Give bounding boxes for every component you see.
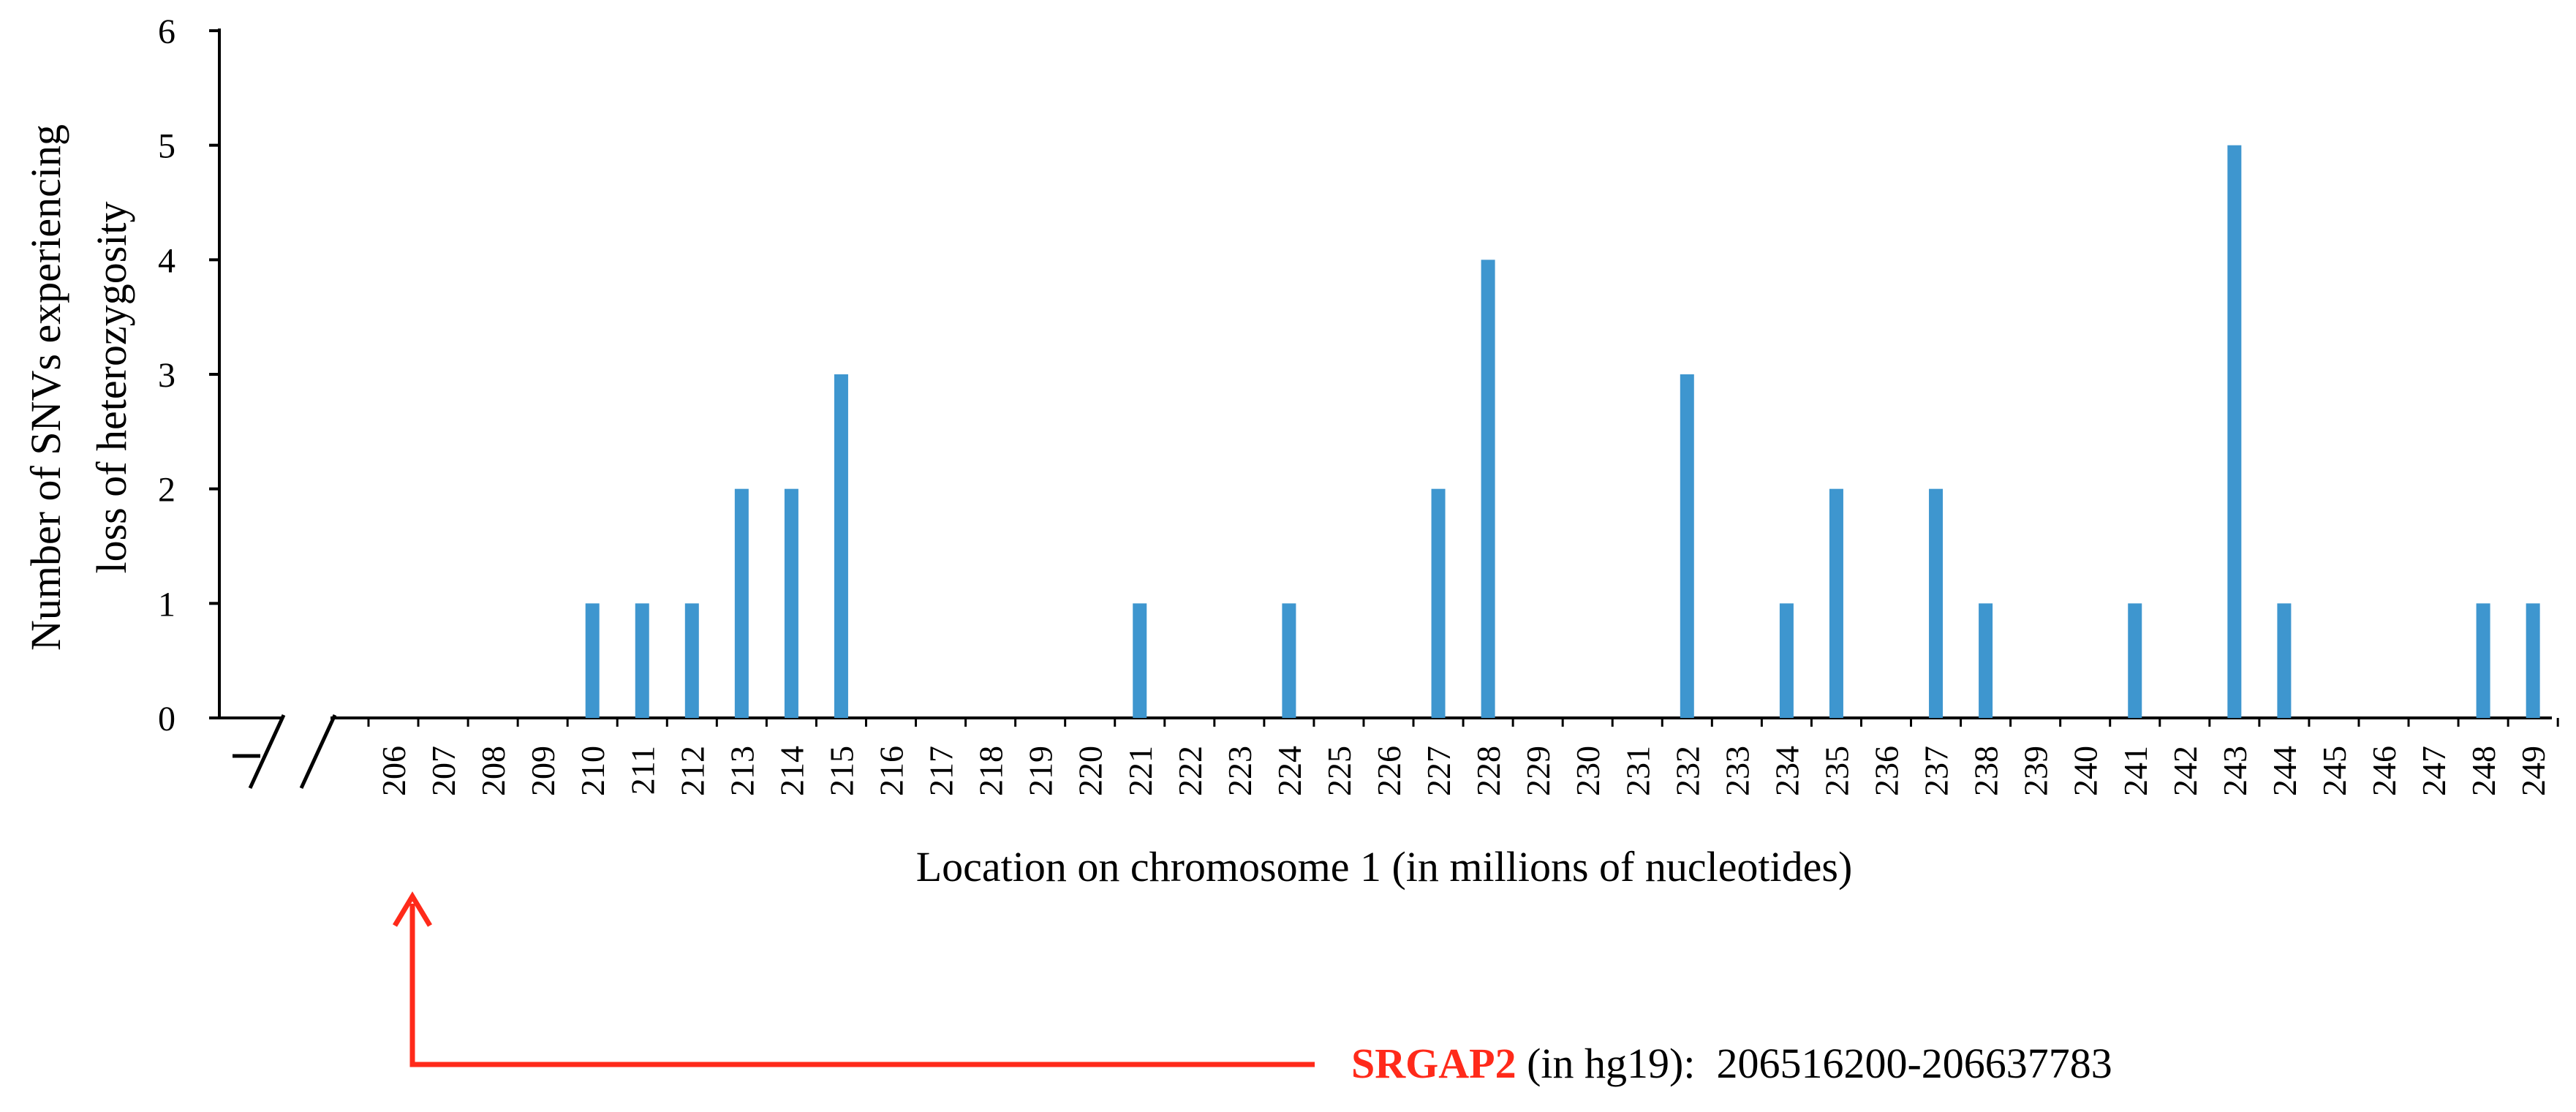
bar-215 [834,374,848,718]
axis-break-right [299,714,337,790]
x-tick-label: 241 [2117,746,2154,796]
x-tick-label: 231 [1619,746,1656,796]
x-tick-label: 229 [1519,746,1557,796]
bar-232 [1680,374,1694,718]
arrow-head [392,891,433,927]
bar-241 [2128,603,2142,718]
bar-249 [2526,603,2540,718]
bar-228 [1481,260,1495,718]
bar-211 [635,603,649,718]
bar-221 [1133,603,1147,718]
axis-break-marks [233,714,337,790]
y-axis-label-line1: Number of SNVs experiencing [22,124,69,651]
y-tick-label: 4 [158,241,175,280]
y-axis-label: Number of SNVs experiencing loss of hete… [22,124,135,651]
x-tick-label: 227 [1420,746,1457,796]
x-tick-label: 230 [1569,746,1606,796]
x-tick-label: 218 [972,746,1010,796]
x-tick-label: 228 [1470,746,1507,796]
x-tick-labels: 206 207 208 209 210 211 212 213 214 215 216 217 218 2… [375,746,2552,796]
x-tick-label: 222 [1171,746,1209,796]
x-tick-label: 249 [2515,746,2552,796]
x-tick-label: 207 [425,746,462,796]
x-tick-label: 219 [1022,746,1060,796]
genome-build: (in hg19): [1516,1040,1717,1087]
srgap2-annotation: SRGAP2 (in hg19): 206516200-206637783 [1351,1040,2112,1087]
x-tick-label: 235 [1818,746,1855,796]
bar-227 [1431,488,1446,718]
y-tick-labels: 0 1 2 3 4 5 6 [158,12,175,738]
x-tick-label: 223 [1221,746,1258,796]
x-tick-label: 237 [1918,746,1955,796]
x-tick-label: 212 [673,746,711,796]
gene-range: 206516200-206637783 [1716,1040,2112,1087]
bar-237 [1929,488,1944,718]
axis-break-left [248,714,286,790]
x-tick-label: 221 [1122,746,1159,796]
x-tick-label: 224 [1271,746,1308,796]
x-tick-label: 238 [1968,746,2005,796]
x-tick-label: 206 [375,746,412,796]
x-tick-label: 239 [2017,746,2055,796]
x-tick-label: 209 [524,746,562,796]
x-tick-label: 240 [2067,746,2104,796]
x-tick-label: 208 [475,746,512,796]
y-tick-label: 1 [158,585,175,624]
bar-238 [1979,603,1993,718]
x-tick-label: 236 [1868,746,1905,796]
x-tick-label: 210 [574,746,611,796]
bar-214 [784,488,798,718]
x-tick-label: 247 [2415,746,2452,796]
x-tick-label: 215 [823,746,860,796]
y-tick-label: 2 [158,471,175,510]
x-tick-label: 216 [873,746,910,796]
bar-212 [684,603,699,718]
bar-210 [585,603,600,718]
x-tick-label: 232 [1669,746,1706,796]
srgap2-arrow [392,891,1315,1067]
gene-name: SRGAP2 [1351,1040,1516,1087]
arrow-line [409,904,1315,1067]
x-tick-label: 244 [2266,746,2303,796]
bar-213 [734,488,749,718]
x-tick-label: 234 [1768,746,1805,796]
y-axis-label-line2: loss of heterozygosity [88,201,135,573]
bar-234 [1779,603,1794,718]
bar-235 [1829,488,1843,718]
x-tick-label: 248 [2465,746,2502,796]
x-tick-label: 233 [1718,746,1756,796]
bar-244 [2277,603,2292,718]
x-tick-label: 217 [923,746,960,796]
bar-224 [1282,603,1296,718]
x-tick-label: 225 [1321,746,1358,796]
y-tick-label: 3 [158,356,175,395]
x-tick-label: 243 [2216,746,2254,796]
x-tick-label: 211 [624,746,661,795]
axes [209,29,2559,727]
y-tick-label: 0 [158,700,175,738]
x-tick-label: 245 [2316,746,2353,796]
x-tick-label: 213 [723,746,760,796]
bar-243 [2227,145,2242,718]
x-tick-label: 246 [2365,746,2403,796]
x-tick-label: 214 [773,746,810,796]
x-tick-label: 226 [1370,746,1408,796]
x-tick-label: 242 [2167,746,2204,796]
bar-248 [2476,603,2490,718]
x-axis-label: Location on chromosome 1 (in millions of… [916,843,1853,890]
x-tick-label: 220 [1072,746,1109,796]
y-tick-label: 6 [158,12,175,51]
bars [585,145,2540,718]
y-tick-label: 5 [158,127,175,166]
